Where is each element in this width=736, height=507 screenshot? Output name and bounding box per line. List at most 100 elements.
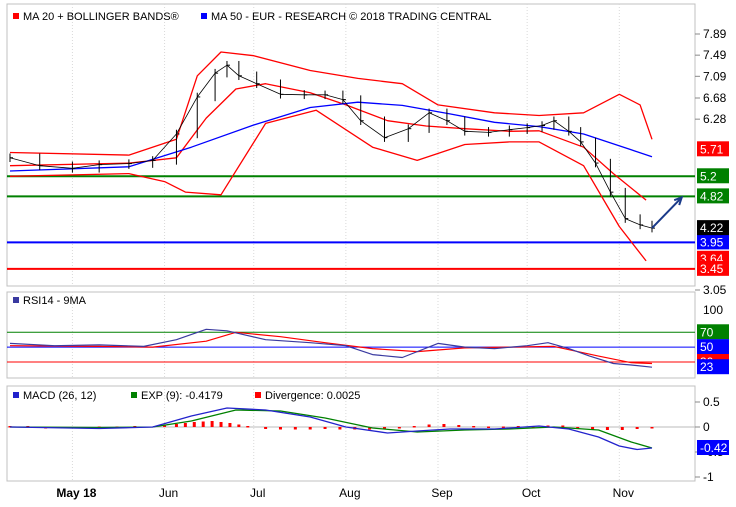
- macd-layer: [7, 407, 695, 451]
- price-tag-label: 5.71: [700, 142, 724, 156]
- price-tag-label: 3.45: [700, 262, 724, 276]
- divergence-bar: [174, 424, 178, 427]
- rsi-tag-label: 50: [700, 340, 714, 354]
- macd-tag-label: -0.42: [700, 441, 728, 455]
- divergence-bar: [219, 422, 223, 427]
- price-legend: MA 20 + BOLLINGER BANDS® MA 50 - EUR - R…: [13, 11, 492, 23]
- macd-signal-line: [9, 409, 653, 449]
- price-tag-label: 3.95: [700, 235, 724, 249]
- legend-swatch-ma20: [13, 13, 19, 19]
- rsi-tag-bg: [697, 339, 729, 355]
- divergence-bar: [293, 427, 297, 430]
- divergence-bar: [308, 427, 312, 430]
- divergence-bar: [397, 427, 401, 429]
- macd-tick-label: 0.5: [703, 395, 720, 409]
- rsi-tag-label: 70: [700, 325, 714, 339]
- divergence-bar: [472, 426, 476, 428]
- forecast-arrow-head: [673, 195, 684, 206]
- divergence-bar: [228, 423, 232, 427]
- legend-swatch-rsi: [13, 297, 19, 303]
- x-tick-label: Sep: [431, 486, 453, 500]
- bollinger-lower-line: [9, 109, 647, 262]
- divergence-bar: [323, 427, 327, 429]
- x-tick-label: Jun: [159, 486, 178, 500]
- divergence-bar: [635, 427, 639, 429]
- price-tag-bg: [697, 168, 729, 184]
- y-tick-label: 7.49: [703, 48, 727, 62]
- rsi-layer: [7, 328, 695, 368]
- ma20-line: [9, 83, 647, 201]
- y-tick-label: 6.28: [703, 112, 727, 126]
- divergence-bar: [192, 422, 196, 427]
- legend-swatch-ma50: [201, 13, 207, 19]
- x-tick-label: May 18: [56, 486, 96, 500]
- divergence-bar: [201, 421, 205, 427]
- divergence-bar: [246, 426, 250, 428]
- bollinger-upper-line: [9, 51, 653, 156]
- macd-tick-label: -1: [703, 470, 714, 484]
- price-panel: [6, 3, 696, 287]
- legend-label-divergence: Divergence: 0.0025: [265, 390, 360, 402]
- divergence-bar: [338, 427, 342, 430]
- macd-tag-bg: [697, 440, 729, 455]
- macd-legend: MACD (26, 12) EXP (9): -0.4179 Divergenc…: [13, 390, 360, 402]
- y-tick-label: 7.09: [703, 69, 727, 83]
- price-tag-bg: [697, 188, 729, 204]
- legend-label-signal: EXP (9): -0.4179: [141, 390, 223, 402]
- divergence-bar: [605, 427, 609, 430]
- y-tick-label: 6.68: [703, 91, 727, 105]
- x-tick-label: Jul: [250, 486, 265, 500]
- price-line: [9, 64, 653, 229]
- divergence-bar: [576, 427, 580, 429]
- value-tags: 3.645.24.823.953.455.714.2270503023-0.42: [697, 141, 729, 455]
- divergence-bar: [278, 427, 282, 430]
- y-tick-label: 7.89: [703, 27, 727, 41]
- price-tag-label: 4.82: [700, 189, 724, 203]
- divergence-bar: [183, 423, 187, 427]
- divergence-bar: [8, 426, 12, 428]
- x-tick-label: Nov: [613, 486, 634, 500]
- divergence-bar: [210, 421, 214, 427]
- legend-label-ma50: MA 50 - EUR - RESEARCH © 2018 TRADING CE…: [211, 11, 492, 23]
- legend-label-ma20: MA 20 + BOLLINGER BANDS®: [23, 11, 179, 23]
- divergence-bar: [516, 426, 520, 428]
- divergence-bar: [163, 425, 167, 427]
- divergence-bar: [487, 426, 491, 428]
- rsi-line: [9, 328, 653, 368]
- divergence-bar: [412, 426, 416, 428]
- divergence-bar: [442, 424, 446, 427]
- ma50-line: [9, 101, 653, 172]
- legend-swatch-divergence: [255, 392, 261, 398]
- x-tick-label: Aug: [339, 486, 360, 500]
- legend-swatch-macd: [13, 392, 19, 398]
- divergence-bar: [383, 427, 386, 429]
- macd-line: [9, 407, 653, 451]
- rsi-panel: [6, 291, 696, 379]
- legend-label-macd: MACD (26, 12): [23, 390, 96, 402]
- y-tick-label: 3.05: [703, 283, 727, 297]
- divergence-bar: [264, 427, 268, 429]
- divergence-bar: [457, 425, 461, 427]
- rsi-tag-label: 23: [700, 360, 714, 374]
- price-tag-label: 4.22: [700, 221, 724, 235]
- price-tag-label: 5.2: [700, 169, 717, 183]
- price-tag-bg: [697, 220, 729, 236]
- price-tag-bg: [697, 141, 729, 157]
- macd-tick-label: 0: [703, 420, 710, 434]
- price-tag-bg: [697, 260, 729, 276]
- divergence-bar: [561, 425, 565, 427]
- price-tag-bg: [697, 234, 729, 250]
- rsi-legend: RSI14 - 9MA: [13, 295, 87, 307]
- rsi-ma-line: [9, 331, 653, 365]
- divergence-bar: [237, 424, 241, 427]
- grid-layer: [71, 4, 620, 481]
- divergence-bar: [501, 426, 505, 428]
- divergence-bar: [427, 424, 431, 427]
- divergence-bar: [650, 427, 654, 429]
- x-tick-label: Oct: [522, 486, 541, 500]
- rsi-tag-bg: [697, 324, 729, 340]
- divergence-bar: [591, 427, 595, 430]
- divergence-bar: [368, 427, 372, 430]
